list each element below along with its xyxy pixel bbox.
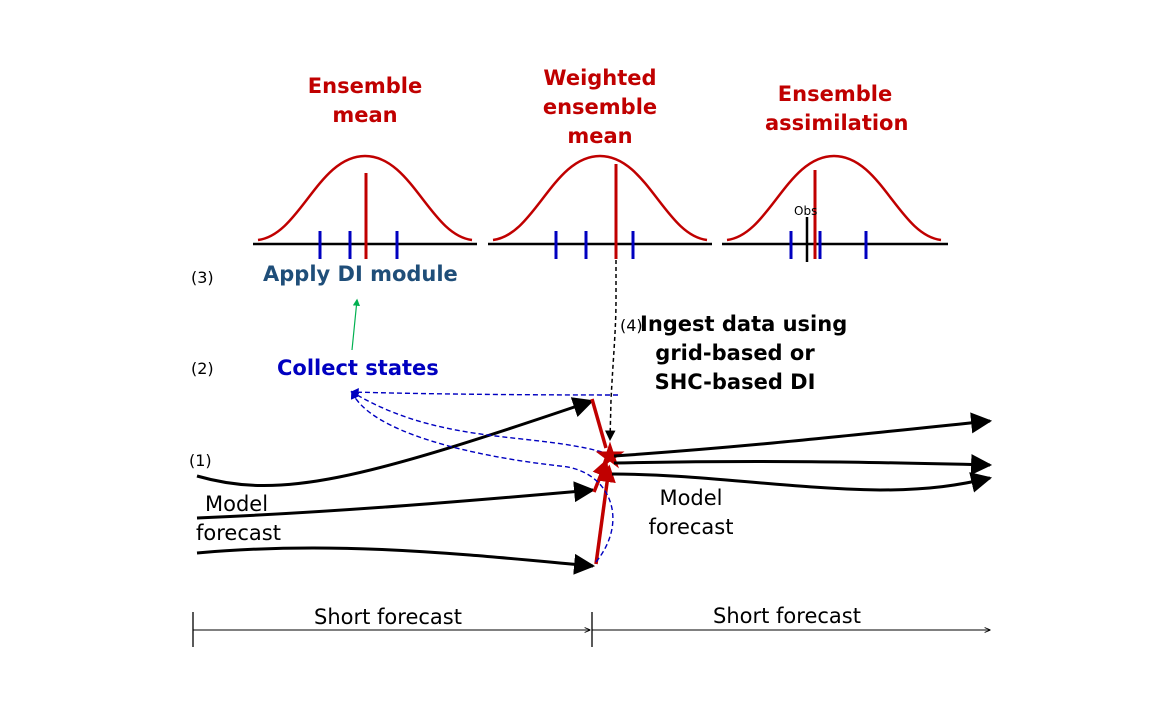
gaussian-curve xyxy=(257,154,473,242)
apply-di-module-label: Apply DI module xyxy=(263,262,458,286)
title-weighted-ensemble-mean: Weighted ensemble mean xyxy=(530,64,670,151)
forecast-trajectory xyxy=(613,454,993,476)
obs-label: Obs xyxy=(794,204,818,218)
correction-line xyxy=(594,464,616,565)
collect-dashed-arrow xyxy=(350,391,603,453)
analysis-star-icon xyxy=(595,441,625,469)
forecast-trajectory xyxy=(196,397,594,487)
title-line: Weighted xyxy=(543,66,657,90)
short-forecast-right-label: Short forecast xyxy=(713,604,861,628)
model-forecast-left-label: Model forecast xyxy=(196,490,281,548)
label-line: forecast xyxy=(648,515,734,539)
label-line: Model xyxy=(659,486,723,510)
step-4-label: (4) xyxy=(620,316,643,335)
ingest-data-label: Ingest data using grid-based or SHC-base… xyxy=(640,310,848,397)
collect-states-label: Collect states xyxy=(277,356,439,380)
correction-line xyxy=(592,458,609,493)
gaussian-curve xyxy=(726,154,942,242)
panel-ensemble-mean xyxy=(253,154,477,259)
label-line: Model xyxy=(205,492,269,516)
ingest-dashed-arrow xyxy=(604,260,617,442)
forecast-trajectory xyxy=(196,481,596,520)
forecast-trajectory xyxy=(196,546,596,575)
ingest-line: grid-based or xyxy=(655,341,815,365)
collect-dashed-arrow xyxy=(350,387,619,397)
ingest-line: Ingest data using xyxy=(640,312,848,336)
title-line: ensemble xyxy=(542,95,658,119)
gaussian-curve xyxy=(492,154,708,242)
title-line: Ensemble xyxy=(777,82,893,106)
title-line: Ensemble xyxy=(307,74,423,98)
title-line: mean xyxy=(332,103,398,127)
panel-ensemble-assimilation xyxy=(722,154,948,262)
panel-weighted-ensemble-mean xyxy=(488,154,712,259)
green-arrow xyxy=(351,298,361,351)
title-ensemble-assimilation: Ensemble assimilation xyxy=(765,80,909,138)
forecast-trajectory xyxy=(613,412,993,458)
title-line: assimilation xyxy=(765,111,909,135)
forecast-trajectory xyxy=(611,472,993,493)
model-forecast-right-label: Model forecast xyxy=(646,484,736,542)
title-line: mean xyxy=(567,124,633,148)
title-ensemble-mean: Ensemble mean xyxy=(305,72,425,130)
correction-line xyxy=(590,398,608,449)
collect-dashed-arrow xyxy=(350,390,614,563)
step-2-label: (2) xyxy=(191,359,214,378)
label-line: forecast xyxy=(196,521,281,545)
short-forecast-left-label: Short forecast xyxy=(314,605,462,629)
ingest-line: SHC-based DI xyxy=(654,370,816,394)
step-1-label: (1) xyxy=(189,451,212,470)
step-3-label: (3) xyxy=(191,268,214,287)
